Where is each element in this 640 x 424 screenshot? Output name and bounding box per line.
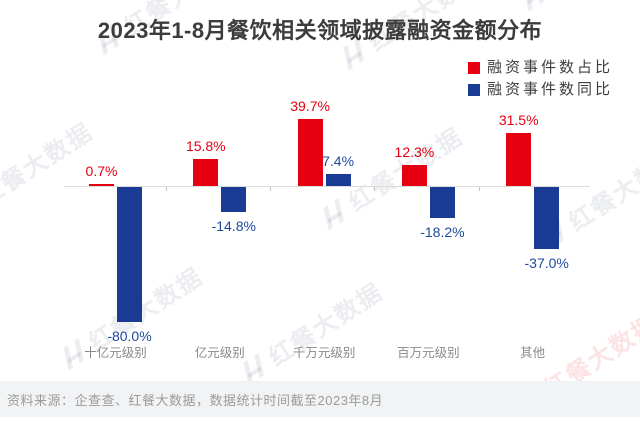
axis-tick-4 — [478, 187, 480, 191]
category-label-2: 千万元级别 — [292, 346, 356, 360]
bar-red-4 — [506, 132, 532, 186]
category-label-1: 亿元级别 — [194, 346, 245, 360]
axis-tick-2 — [270, 187, 272, 191]
legend-item-occupancy: 融资事件数占比 — [467, 59, 613, 76]
bar-blue-1 — [221, 187, 247, 212]
bar-red-2 — [297, 119, 323, 186]
category-label-4: 其他 — [520, 346, 546, 360]
legend-swatch-red — [467, 61, 480, 74]
value-label-blue-1: -14.8% — [211, 217, 256, 234]
chart-title: 2023年1-8月餐饮相关领域披露融资金额分布 — [97, 18, 543, 43]
legend: 融资事件数占比 融资事件数同比 — [467, 59, 613, 104]
axis-tick-3 — [374, 187, 376, 191]
value-label-blue-4: -37.0% — [524, 255, 569, 272]
legend-swatch-blue — [467, 83, 480, 96]
value-label-red-3: 12.3% — [394, 144, 435, 161]
bar-blue-0 — [117, 187, 142, 322]
bar-red-1 — [193, 159, 219, 186]
bar-red-3 — [401, 165, 427, 186]
category-label-3: 百万元级别 — [397, 346, 460, 360]
legend-item-yoy: 融资事件数同比 — [467, 81, 613, 98]
legend-label: 融资事件数占比 — [486, 59, 613, 76]
x-axis-line — [64, 186, 590, 187]
source-note: 资料来源：企查查、红餐大数据，数据统计时间截至2023年8月 — [7, 392, 384, 408]
value-label-blue-2: 7.4% — [322, 152, 355, 169]
bar-blue-3 — [429, 187, 455, 218]
legend-label: 融资事件数同比 — [486, 81, 613, 98]
axis-tick-1 — [165, 187, 167, 191]
value-label-red-4: 31.5% — [498, 111, 539, 128]
value-label-blue-3: -18.2% — [420, 223, 465, 240]
value-label-red-0: 0.7% — [85, 163, 118, 179]
source-note-bar: 资料来源：企查查、红餐大数据，数据统计时间截至2023年8月 — [0, 381, 640, 417]
value-label-red-2: 39.7% — [290, 98, 330, 115]
value-label-red-1: 15.8% — [185, 138, 226, 155]
category-label-0: 十亿元级别 — [84, 346, 147, 360]
value-label-blue-0: -80.0% — [107, 327, 152, 344]
bar-blue-2 — [325, 173, 351, 186]
bar-blue-4 — [534, 187, 560, 250]
bar-red-0 — [89, 184, 114, 186]
